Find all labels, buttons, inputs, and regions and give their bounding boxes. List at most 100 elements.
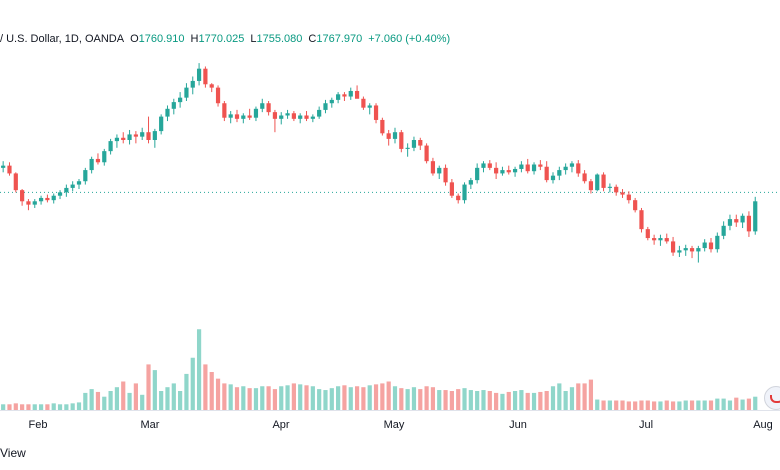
candle-body (639, 210, 644, 230)
candle-body (519, 164, 524, 169)
candle-body (171, 102, 176, 109)
candle-body (234, 114, 240, 119)
candle-body (544, 166, 549, 181)
ohlc-high: H1770.025 (190, 33, 245, 45)
candle-body (626, 194, 631, 201)
candle-body (26, 201, 31, 205)
candle-body (399, 132, 404, 149)
volume-bar (449, 391, 454, 410)
volume-bar (291, 383, 296, 410)
volume-bar (525, 392, 530, 410)
candle-body (525, 164, 530, 172)
symbol-name: / U.S. Dollar, 1D, OANDA (0, 33, 125, 45)
candle-body (538, 164, 543, 167)
volume-bar (133, 383, 138, 410)
symbol-legend: / U.S. Dollar, 1D, OANDA O1760.910 H1770… (0, 30, 450, 48)
volume-bar (645, 400, 650, 410)
candle-body (159, 116, 164, 132)
footer-link[interactable]: View (0, 446, 26, 460)
candle-body (336, 94, 341, 100)
volume-bar (152, 370, 157, 410)
candle-body (178, 97, 183, 103)
candle-body (468, 180, 473, 185)
candle-body (76, 181, 82, 185)
volume-bar (557, 383, 562, 410)
volume-bar (108, 391, 113, 410)
x-tick-label: Jul (638, 419, 654, 431)
volume-bar (626, 401, 631, 410)
candle-body (487, 163, 492, 168)
volume-bar (392, 386, 398, 410)
candle-body (20, 190, 25, 202)
volume-bar (538, 391, 543, 410)
price-change: +7.060 (+0.40%) (368, 33, 451, 45)
candle-body (740, 215, 745, 223)
candle-body (7, 165, 12, 174)
volume-bar (702, 400, 707, 410)
volume-bar (481, 390, 486, 410)
volume-bar (234, 387, 240, 410)
volume-bar (689, 400, 695, 410)
candle-body (329, 99, 334, 104)
volume-bar (196, 329, 202, 410)
volume-bar (266, 386, 271, 410)
volume-bar (386, 381, 391, 410)
candle-body (645, 229, 650, 239)
candle-body (595, 174, 600, 191)
candle-body (222, 103, 227, 118)
volume-bar (165, 387, 170, 410)
time-axis[interactable]: Feb Mar Apr May Jun Jul Aug (0, 410, 780, 437)
volume-bar (171, 383, 176, 410)
candle-body (317, 109, 322, 117)
volume-bar (184, 373, 189, 410)
candle-body (550, 175, 556, 181)
candle-body (32, 201, 37, 205)
candle-body (266, 103, 271, 113)
volume-bar (588, 379, 594, 410)
volume-bar (95, 391, 101, 410)
candle-body (196, 68, 202, 81)
volume-bar (241, 386, 246, 410)
candlestick-chart-svg[interactable] (0, 0, 780, 410)
candle-body (38, 197, 44, 202)
candle-body (563, 166, 568, 171)
volume-bar (620, 400, 625, 410)
x-tick-label: Mar (140, 419, 160, 431)
volume-bar (633, 401, 638, 410)
candle-body (753, 201, 758, 232)
volume-bar (576, 383, 581, 410)
candle-body (411, 140, 417, 148)
volume-bar (253, 388, 259, 410)
candle-body (430, 161, 436, 174)
volume-bar (708, 400, 714, 410)
candle-body (481, 163, 486, 168)
volume-bar (430, 387, 436, 410)
volume-bar (304, 385, 309, 410)
candle-body (689, 248, 695, 252)
volume-bar (418, 389, 423, 410)
candle-body (298, 115, 303, 119)
volume-bar (506, 391, 511, 410)
candle-body (367, 105, 372, 108)
volume-bar (146, 364, 151, 410)
candle-body (557, 170, 562, 176)
volume-bar (601, 400, 606, 410)
ohlc-open: O1760.910 (130, 33, 185, 45)
candle-body (64, 187, 69, 193)
candle-body (727, 219, 733, 226)
volume-bar (38, 404, 44, 410)
candle-body (127, 134, 132, 140)
x-tick-label: May (383, 419, 405, 431)
tradingview-logo-icon[interactable] (764, 386, 780, 410)
candle-body (260, 103, 265, 109)
volume-bar (70, 403, 75, 410)
volume-bar (456, 389, 461, 410)
volume-bar (140, 394, 145, 410)
candle-body (108, 141, 113, 152)
candle-body (601, 174, 606, 188)
volume-bar (746, 398, 752, 410)
volume-bar (323, 390, 328, 410)
candle-body (392, 132, 398, 139)
volume-bar (336, 386, 341, 410)
